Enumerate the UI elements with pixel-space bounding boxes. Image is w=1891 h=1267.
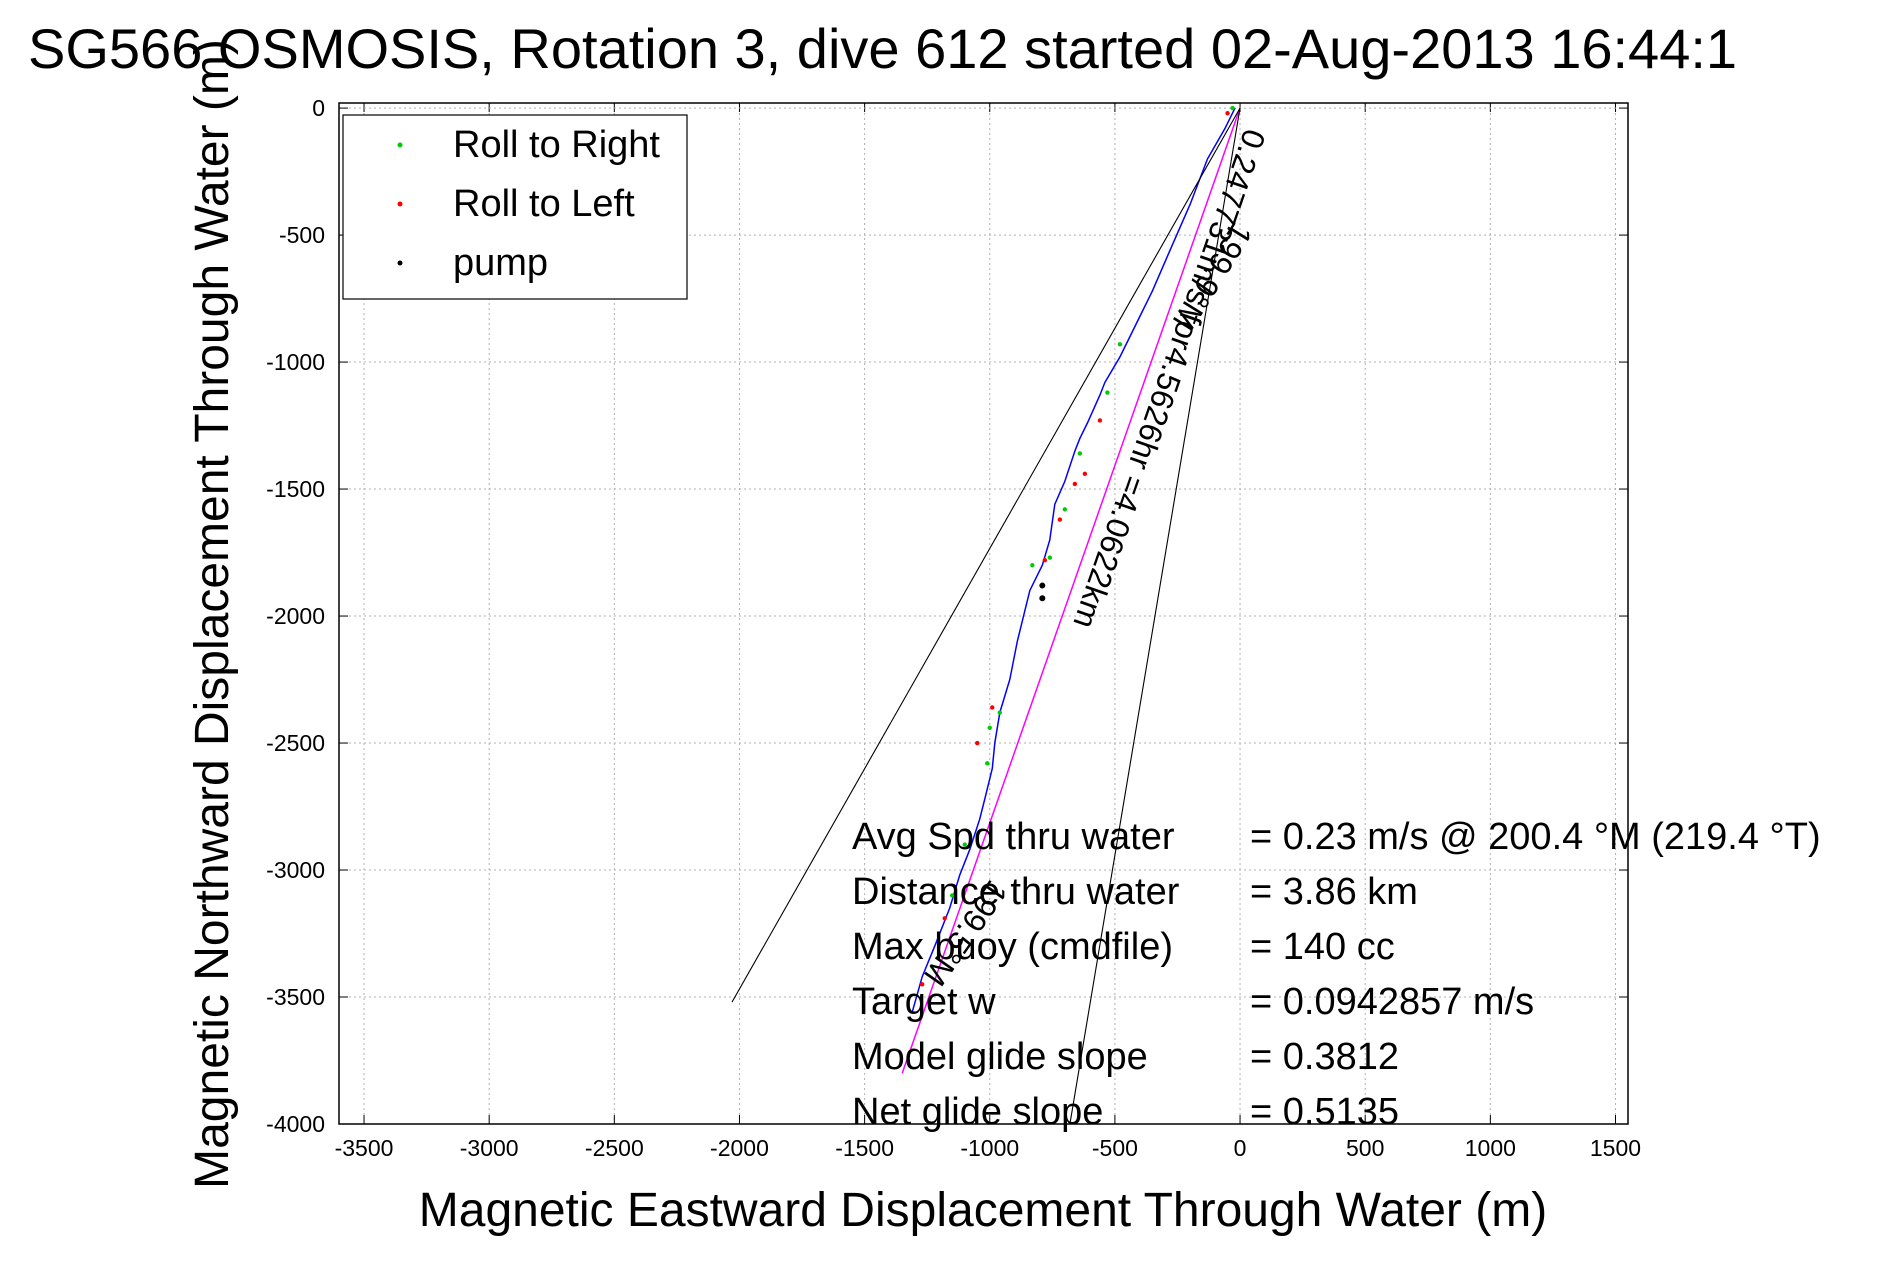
stat-label: Net glide slope	[852, 1091, 1103, 1133]
roll-right-point	[997, 710, 1002, 715]
x-tick-label: 1500	[1590, 1135, 1641, 1161]
y-tick-label: -4000	[266, 1111, 325, 1137]
along-track-annotation: 0.247731m/s for4.5626hr =4.0622km	[1066, 125, 1272, 633]
y-tick-label: -500	[279, 222, 325, 248]
roll-right-point	[1105, 390, 1110, 395]
x-tick-label: -3000	[460, 1135, 519, 1161]
series-model-track	[901, 107, 1241, 1074]
stat-label: Distance thru water	[852, 871, 1180, 913]
x-tick-label: -1500	[835, 1135, 894, 1161]
x-tick-label: 500	[1346, 1135, 1384, 1161]
pump-point	[1039, 582, 1046, 589]
y-tick-label: -2000	[266, 603, 325, 629]
roll-left-point	[1082, 471, 1088, 477]
legend-label: pump	[453, 242, 548, 284]
series-track	[911, 107, 1236, 1013]
x-tick-labels: -3500 -3000 -2500 -2000 -1500 -1000 -500 0 500 10…	[335, 1135, 1641, 1161]
roll-left-point	[1042, 557, 1048, 563]
roll-right-point	[1077, 451, 1083, 456]
stat-value: = 0.5135	[1250, 1091, 1399, 1133]
y-tick-label: 0	[312, 95, 325, 121]
x-tick-label: 1000	[1465, 1135, 1516, 1161]
pump-point	[1039, 595, 1046, 602]
stat-label: Max buoy (cmdfile)	[852, 926, 1173, 968]
points-layer	[919, 105, 1235, 987]
legend-marker	[397, 201, 403, 207]
legend: Roll to Right Roll to Left pump	[342, 114, 688, 300]
annotations: 0.247731m/s for4.5626hr =4.0622km 199.9°…	[917, 125, 1273, 993]
roll-left-point	[990, 705, 995, 710]
roll-right-point	[950, 893, 955, 898]
roll-right-point	[987, 725, 992, 730]
series-cone-left	[731, 107, 1241, 1003]
roll-right-point	[1117, 342, 1123, 347]
legend-label: Roll to Left	[453, 183, 635, 225]
roll-left-point	[942, 916, 947, 921]
legend-label: Roll to Right	[453, 124, 660, 166]
x-axis-label: Magnetic Eastward Displacement Through W…	[419, 1184, 1547, 1237]
stat-value: = 0.3812	[1250, 1036, 1399, 1078]
y-tick-label: -3500	[266, 984, 325, 1010]
roll-left-point	[1057, 517, 1063, 522]
series-layer	[731, 107, 1241, 1125]
stat-label: Avg Spd thru water	[852, 816, 1175, 858]
x-tick-label: -1000	[960, 1135, 1019, 1161]
roll-right-point	[929, 964, 935, 969]
stat-value: = 140 cc	[1250, 926, 1395, 968]
x-tick-label: -2500	[585, 1135, 644, 1161]
y-tick-label: -1500	[266, 476, 325, 502]
roll-right-point	[985, 761, 990, 766]
roll-left-point	[975, 740, 980, 746]
y-tick-label: -1000	[266, 349, 325, 375]
y-tick-label: -2500	[266, 730, 325, 756]
roll-right-point	[1230, 105, 1235, 111]
plot-frame	[338, 102, 1629, 1125]
x-tick-label: -2000	[710, 1135, 769, 1161]
roll-right-point	[1047, 555, 1053, 560]
roll-right-point	[1062, 507, 1068, 512]
stat-value: = 3.86 km	[1250, 871, 1418, 913]
roll-left-point	[1225, 110, 1230, 116]
stats-block: Avg Spd thru water = 0.23 m/s @ 200.4 °M …	[852, 816, 1821, 1133]
y-axis-label: Magnetic Northward Displacement Through …	[186, 39, 239, 1189]
legend-marker	[397, 260, 403, 266]
legend-marker	[397, 142, 403, 148]
y-tick-label: -3000	[266, 857, 325, 883]
roll-right-point	[1030, 563, 1035, 568]
roll-left-point	[1072, 481, 1078, 487]
roll-left-point	[919, 982, 925, 987]
stat-value: = 0.0942857 m/s	[1250, 981, 1534, 1023]
roll-left-point	[1097, 418, 1103, 423]
chart-title: SG566 OSMOSIS, Rotation 3, dive 612 star…	[28, 17, 1737, 80]
y-tick-labels: 0 -500 -1000 -1500 -2000 -2500 -3000 -3500 -4000	[266, 95, 325, 1137]
x-tick-label: 0	[1234, 1135, 1247, 1161]
x-tick-label: -500	[1092, 1135, 1138, 1161]
stat-value: = 0.23 m/s @ 200.4 °M (219.4 °T)	[1250, 816, 1821, 858]
x-tick-label: -3500	[335, 1135, 394, 1161]
stat-label: Model glide slope	[852, 1036, 1148, 1078]
roll-right-point	[962, 842, 967, 847]
series-cone-right	[1069, 108, 1241, 1125]
stat-label: Target w	[852, 981, 996, 1023]
grid	[339, 103, 1628, 1125]
